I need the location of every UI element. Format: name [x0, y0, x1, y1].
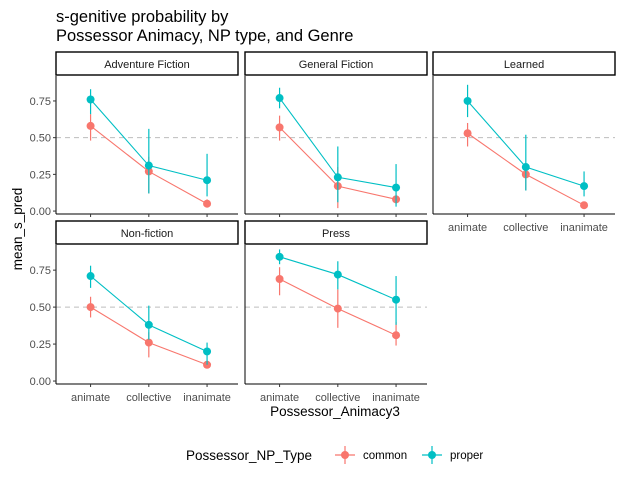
- data-point: [275, 123, 284, 132]
- data-point: [86, 303, 95, 312]
- x-tick-label: animate: [71, 392, 110, 404]
- data-point: [392, 183, 401, 192]
- y-tick-label: 0.25: [30, 169, 51, 181]
- series-common: [275, 267, 401, 346]
- y-tick-label: 0.75: [30, 96, 51, 108]
- data-point: [521, 163, 530, 172]
- strip-non-fiction: [55, 220, 239, 245]
- series-proper: [463, 84, 589, 197]
- data-point: [144, 320, 153, 329]
- y-tick-label: 0.75: [30, 265, 51, 277]
- x-tick-label: inanimate: [372, 392, 420, 404]
- strip-learned: [432, 51, 616, 76]
- legend-key-point: [428, 451, 436, 459]
- data-point: [333, 270, 342, 279]
- strip-press: [244, 220, 428, 245]
- strip-label-press: Press: [322, 228, 351, 240]
- data-point: [580, 201, 589, 210]
- y-tick-label: 0.50: [30, 302, 51, 314]
- y-tick-label: 0.50: [30, 133, 51, 145]
- legend-label-common: common: [363, 450, 407, 462]
- legend-key-point: [341, 451, 349, 459]
- data-point: [463, 129, 472, 138]
- data-point: [203, 199, 212, 208]
- data-point: [203, 347, 212, 356]
- x-axis-title: Possessor_Animacy3: [270, 404, 400, 419]
- y-tick-label: 0.00: [30, 206, 51, 218]
- series-proper: [275, 249, 401, 325]
- data-point: [333, 304, 342, 313]
- series-proper: [275, 87, 401, 207]
- data-point: [580, 182, 589, 191]
- data-point: [392, 295, 401, 304]
- series-common: [86, 296, 212, 369]
- data-point: [86, 121, 95, 130]
- chart-title-line-2: Possessor Animacy, NP type, and Genre: [56, 27, 353, 45]
- x-tick-label: animate: [260, 392, 299, 404]
- y-tick-label: 0.25: [30, 339, 51, 351]
- chart-title-line-1: s-genitive probability by: [56, 8, 229, 26]
- strip-label-general-fiction: General Fiction: [299, 59, 374, 71]
- data-point: [463, 96, 472, 105]
- panel-non-fiction: Non-fiction 0.00 0.25 0.50 0.75 animate collec…: [30, 220, 239, 404]
- x-tick-label: collective: [503, 222, 548, 234]
- x-tick-label: inanimate: [560, 222, 608, 234]
- strip-label-learned: Learned: [504, 59, 544, 71]
- series-proper: [86, 265, 212, 365]
- x-tick-label: collective: [126, 392, 171, 404]
- data-point: [203, 176, 212, 185]
- data-point: [144, 161, 153, 170]
- strip-label-adventure-fiction: Adventure Fiction: [104, 59, 190, 71]
- legend: Possessor_NP_Type common proper: [186, 446, 483, 464]
- panel-adventure-fiction: Adventure Fiction 0.00 0.25 0.50 0.75: [30, 51, 239, 218]
- legend-title: Possessor_NP_Type: [186, 448, 312, 463]
- panel-learned: Learned animate collective inanimate: [432, 51, 616, 234]
- panel-general-fiction: General Fiction: [244, 51, 428, 217]
- x-tick-label: animate: [448, 222, 487, 234]
- strip-general-fiction: [244, 51, 428, 76]
- data-point: [275, 94, 284, 103]
- y-tick-label: 0.00: [30, 376, 51, 388]
- facet-panels: Adventure Fiction 0.00 0.25 0.50 0.75 General…: [30, 51, 616, 404]
- legend-label-proper: proper: [450, 450, 483, 462]
- data-point: [333, 173, 342, 182]
- strip-label-non-fiction: Non-fiction: [121, 228, 174, 240]
- panel-press: Press animate collective inanimate: [244, 220, 428, 404]
- data-point: [86, 272, 95, 281]
- data-point: [392, 331, 401, 340]
- y-axis-title: mean_s_pred: [10, 188, 25, 271]
- x-tick-label: inanimate: [183, 392, 231, 404]
- data-point: [275, 275, 284, 284]
- strip-adventure-fiction: [55, 51, 239, 76]
- x-tick-label: collective: [315, 392, 360, 404]
- series-proper: [86, 89, 212, 197]
- data-point: [86, 95, 95, 104]
- data-point: [275, 252, 284, 261]
- data-point: [144, 338, 153, 347]
